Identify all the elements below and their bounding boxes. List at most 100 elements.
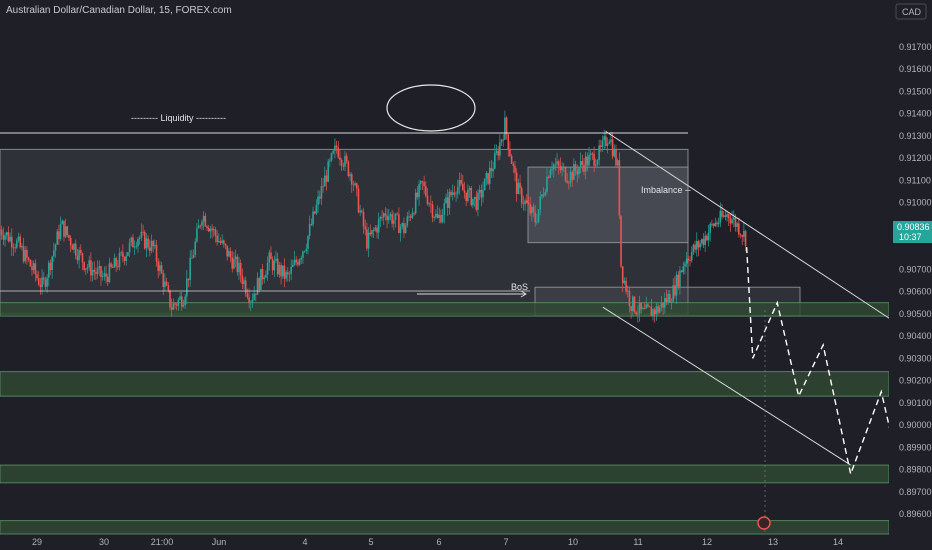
candle-body (438, 214, 441, 218)
candle-body (26, 249, 28, 258)
candle-body (128, 242, 131, 253)
candle-body (677, 274, 680, 287)
candle-body (85, 268, 87, 270)
candle-body (601, 140, 604, 147)
candle-body (680, 270, 683, 273)
candle-body (303, 251, 306, 252)
candle-body (298, 259, 301, 265)
candle-body (424, 185, 427, 196)
candle-body (347, 161, 350, 177)
candle-body (591, 153, 594, 155)
candle-body (281, 265, 284, 277)
candle-body (689, 260, 691, 261)
time-tick-label: 21:00 (151, 537, 174, 547)
candle-body (477, 192, 479, 210)
price-tick-label: 0.90400 (899, 331, 932, 341)
imbalance-label: Imbalance -- (641, 185, 691, 195)
countdown: 10:37 (899, 232, 922, 242)
time-tick-label: 6 (436, 537, 441, 547)
candle-body (679, 270, 681, 287)
candle-body (692, 244, 695, 252)
candle-body (719, 210, 722, 223)
candle-body (487, 173, 489, 184)
candle-body (527, 202, 530, 204)
candle-body (297, 262, 299, 265)
candle-body (473, 196, 476, 199)
candle-body (408, 216, 410, 218)
candle-body (616, 160, 619, 166)
candle-body (446, 197, 449, 208)
candle-body (100, 266, 102, 278)
candle-body (450, 191, 452, 196)
candle-body (630, 306, 632, 311)
candle-body (201, 221, 203, 226)
candle-body (739, 234, 742, 236)
candle-body (339, 157, 341, 160)
drawings-layer: --------- Liquidity ---------- Imbalance… (0, 84, 691, 298)
candle-body (414, 192, 417, 214)
price-tick-label: 0.91100 (899, 175, 931, 185)
candle-body (229, 251, 232, 258)
zone-support-4 (0, 371, 890, 397)
candle-body (169, 290, 171, 308)
candle-body (253, 293, 255, 300)
candle-body (566, 180, 568, 183)
currency-badge[interactable] (895, 3, 927, 20)
candle-body (398, 214, 400, 234)
candle-body (278, 264, 281, 275)
candle-body (233, 258, 235, 269)
candle-body (10, 236, 13, 248)
candle-body (24, 249, 27, 262)
candle-body (354, 183, 356, 186)
candle-body (554, 164, 557, 166)
candle-body (322, 185, 324, 187)
candle-body (623, 280, 626, 284)
candle-body (520, 187, 523, 204)
candle-body (557, 161, 560, 166)
candle-body (598, 145, 600, 161)
candle-body (219, 240, 222, 243)
candle-body (697, 241, 700, 248)
candle-body (19, 236, 21, 248)
candle-body (576, 170, 579, 175)
candle-body (499, 142, 501, 156)
candle-body (364, 226, 367, 230)
candle-body (448, 191, 451, 208)
candle-body (480, 189, 483, 198)
candle-body (95, 271, 97, 274)
candle-body (482, 190, 484, 198)
event-icon[interactable] (757, 516, 771, 530)
candle-body (349, 174, 351, 177)
candle-body (465, 192, 467, 201)
candle-body (221, 240, 223, 243)
candle-body (492, 168, 494, 172)
candle-body (142, 231, 144, 233)
candle-body (675, 274, 678, 296)
candle-body (90, 260, 92, 276)
candle-body (120, 252, 122, 254)
price-tick-label: 0.90300 (899, 353, 932, 363)
candle-body (157, 261, 160, 271)
candle-body (462, 183, 464, 191)
candle-body (721, 210, 723, 217)
candle-body (712, 223, 715, 226)
price-tick-label: 0.89600 (899, 509, 932, 519)
candle-body (44, 279, 47, 287)
candle-body (54, 244, 57, 251)
zones-layer (0, 148, 890, 535)
candle-body (404, 225, 407, 234)
candle-body (184, 296, 186, 306)
candle-body (524, 200, 526, 205)
price-tick-label: 0.91000 (899, 198, 932, 208)
price-axis[interactable]: CAD (889, 0, 932, 550)
price-tick-label: 0.91400 (899, 109, 932, 119)
candle-body (544, 191, 547, 196)
candle-body (542, 194, 545, 196)
candle-body (352, 184, 355, 186)
candle-body (743, 230, 745, 237)
candle-body (268, 252, 271, 263)
candle-body (288, 273, 291, 275)
candle-body (335, 145, 338, 148)
candle-body (212, 229, 215, 231)
